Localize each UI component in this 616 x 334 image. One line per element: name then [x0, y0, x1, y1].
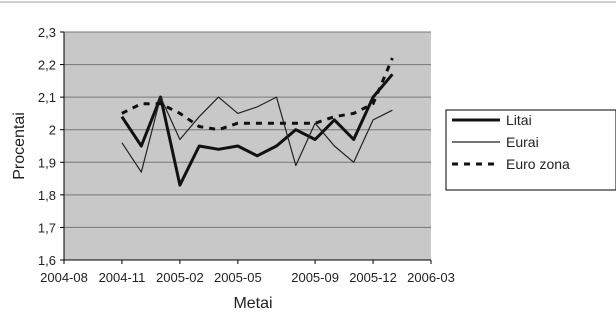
legend-label-2: Eurai [506, 134, 539, 150]
legend: Litai Eurai Euro zona [452, 112, 570, 172]
x-tick-label: 2005-02 [156, 270, 204, 285]
series-line-1 [120, 73, 394, 187]
x-axis-ticks: 2004-08 2004-11 2005-02 2005-05 2005-09 2005-… [40, 260, 455, 285]
y-tick-label: 2,3 [38, 25, 56, 40]
y-tick-label: 1,9 [38, 155, 56, 170]
y-tick-label: 2 [49, 123, 56, 138]
x-tick-label: 2004-08 [40, 270, 88, 285]
x-tick-label: 2005-12 [349, 270, 397, 285]
x-axis-title: Metai [233, 295, 272, 312]
y-axis-title: Procentai [11, 112, 28, 180]
series-line-2 [121, 96, 393, 173]
legend-label-3: Euro zona [506, 156, 570, 172]
series-lines [120, 57, 394, 187]
plot-area [64, 32, 431, 260]
y-tick-label: 2,1 [38, 90, 56, 105]
legend-box [445, 109, 616, 191]
x-tick-label: 2004-11 [99, 270, 146, 285]
x-tick-label: 2005-05 [214, 270, 262, 285]
gridlines [64, 31, 431, 228]
x-tick-label: 2005-09 [291, 270, 339, 285]
y-tick-label: 1,8 [38, 188, 56, 203]
x-tick-label: 2006-03 [407, 270, 455, 285]
series-line-3 [121, 57, 394, 132]
y-tick-label: 2,2 [38, 58, 56, 73]
y-tick-label: 1,6 [38, 253, 56, 268]
y-axis-ticks: 1,6 1,7 1,8 1,9 2 2,1 2,2 2,3 [38, 25, 64, 268]
legend-label-1: Litai [506, 112, 532, 128]
y-tick-label: 1,7 [38, 220, 56, 235]
